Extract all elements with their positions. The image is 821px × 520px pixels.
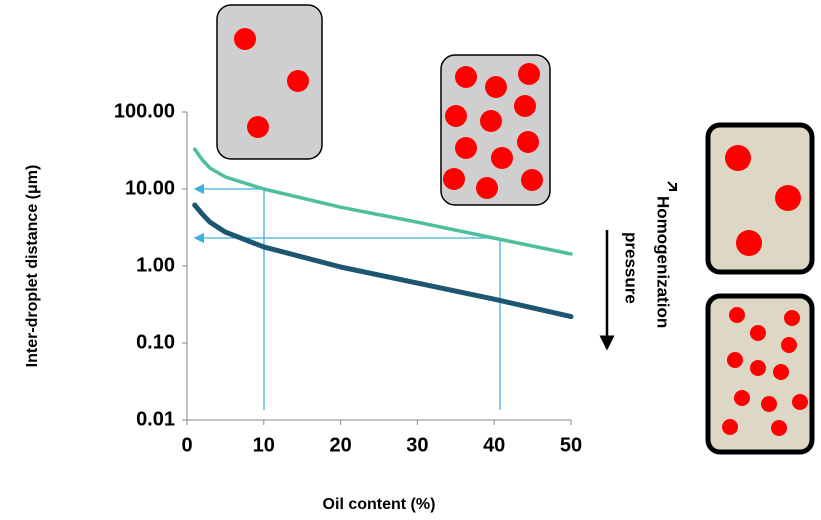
x-tick-label: 10: [253, 434, 275, 456]
annotation: Homogenization: [654, 196, 673, 328]
x-axis-label: Oil content (%): [323, 496, 436, 513]
chart: Homogenization pressure Oil content (%) …: [0, 0, 821, 520]
increase-icon: [668, 182, 676, 190]
y-tick-label: 0.01: [136, 408, 175, 430]
schematic-low-pressure: [708, 125, 812, 272]
y-tick-label: 0.10: [136, 331, 175, 353]
y-axis-label: Inter-droplet distance (μm): [24, 165, 41, 368]
y-tick-label: 1.00: [136, 254, 175, 276]
x-tick-label: 30: [406, 434, 428, 456]
schematic-sparse: [217, 5, 322, 159]
y-tick-label: 100.00: [114, 100, 175, 122]
y-tick-label: 10.00: [125, 177, 175, 199]
x-tick-label: 40: [483, 434, 505, 456]
schematic-dense: [441, 55, 550, 205]
annotation: pressure: [622, 232, 641, 304]
schematic-high-pressure: [708, 296, 812, 452]
x-tick-label: 50: [560, 434, 582, 456]
series-line: [195, 205, 571, 317]
x-tick-label: 0: [181, 434, 192, 456]
x-tick-label: 20: [329, 434, 351, 456]
guide-lines: [195, 189, 500, 410]
